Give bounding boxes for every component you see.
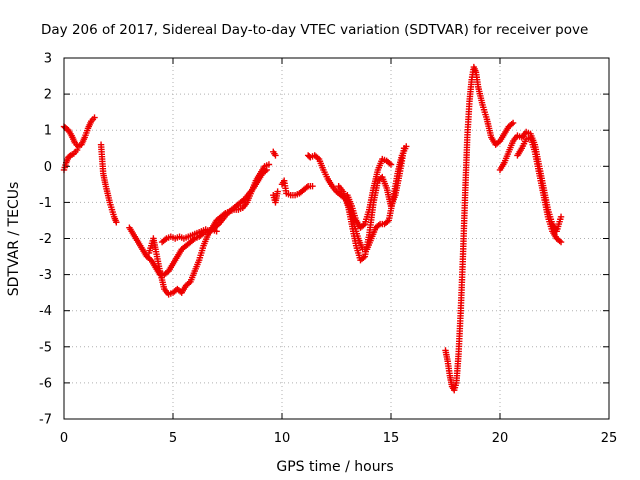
series-segment-11: [335, 145, 408, 264]
y-tick-label: -6: [39, 376, 52, 391]
data-point: [509, 119, 517, 127]
x-tick-label: 10: [274, 431, 291, 446]
data-point: [274, 188, 281, 195]
data-point: [272, 152, 279, 159]
y-tick-label: -5: [39, 340, 52, 355]
plot-frame: [63, 57, 610, 420]
y-tick-label: -7: [39, 413, 52, 428]
y-tick-label: -4: [39, 304, 52, 319]
x-tick-label: 0: [60, 431, 68, 446]
grid-lines: [64, 58, 609, 419]
data-points: [60, 63, 565, 394]
series-segment-8: [270, 188, 281, 206]
x-axis-label: GPS time / hours: [276, 459, 393, 475]
series-segment-15: [514, 134, 565, 246]
y-tick-label: 2: [44, 88, 52, 103]
series-segment-13: [442, 63, 517, 394]
data-point: [91, 114, 98, 121]
y-axis-label: SDTVAR / TECUs: [6, 182, 22, 297]
data-point: [265, 161, 273, 168]
series-segment-7: [270, 148, 279, 159]
x-tick-label: 20: [492, 431, 509, 446]
x-tick-label: 15: [383, 431, 400, 446]
y-tick-label: 1: [44, 124, 52, 139]
data-point: [309, 182, 316, 190]
y-tick-label: -3: [39, 268, 52, 283]
chart-title: Day 206 of 2017, Sidereal Day-to-day VTE…: [41, 22, 588, 38]
x-tick-label: 25: [601, 431, 618, 446]
series-segment-9: [278, 177, 316, 199]
series-segment-6: [158, 166, 270, 246]
data-point: [263, 166, 270, 174]
data-point: [213, 228, 220, 235]
axis-ticks: 0 5 10 15 20 25 -7 -6 -5 -4 -3 -2 -1 0 1 2 3: [39, 52, 617, 447]
series-segment-3: [97, 141, 120, 226]
y-tick-label: 0: [44, 160, 52, 175]
series-segment-12: [344, 155, 395, 231]
data-point: [557, 213, 565, 221]
data-point: [400, 145, 408, 152]
y-tick-label: -1: [39, 196, 52, 211]
x-tick-label: 5: [169, 431, 177, 446]
series-segment-1: [60, 114, 98, 150]
y-tick-label: -2: [39, 232, 52, 247]
data-point: [113, 219, 120, 226]
data-point: [387, 161, 395, 168]
data-point: [557, 238, 565, 246]
data-point: [73, 146, 81, 154]
y-tick-label: 3: [44, 52, 52, 67]
